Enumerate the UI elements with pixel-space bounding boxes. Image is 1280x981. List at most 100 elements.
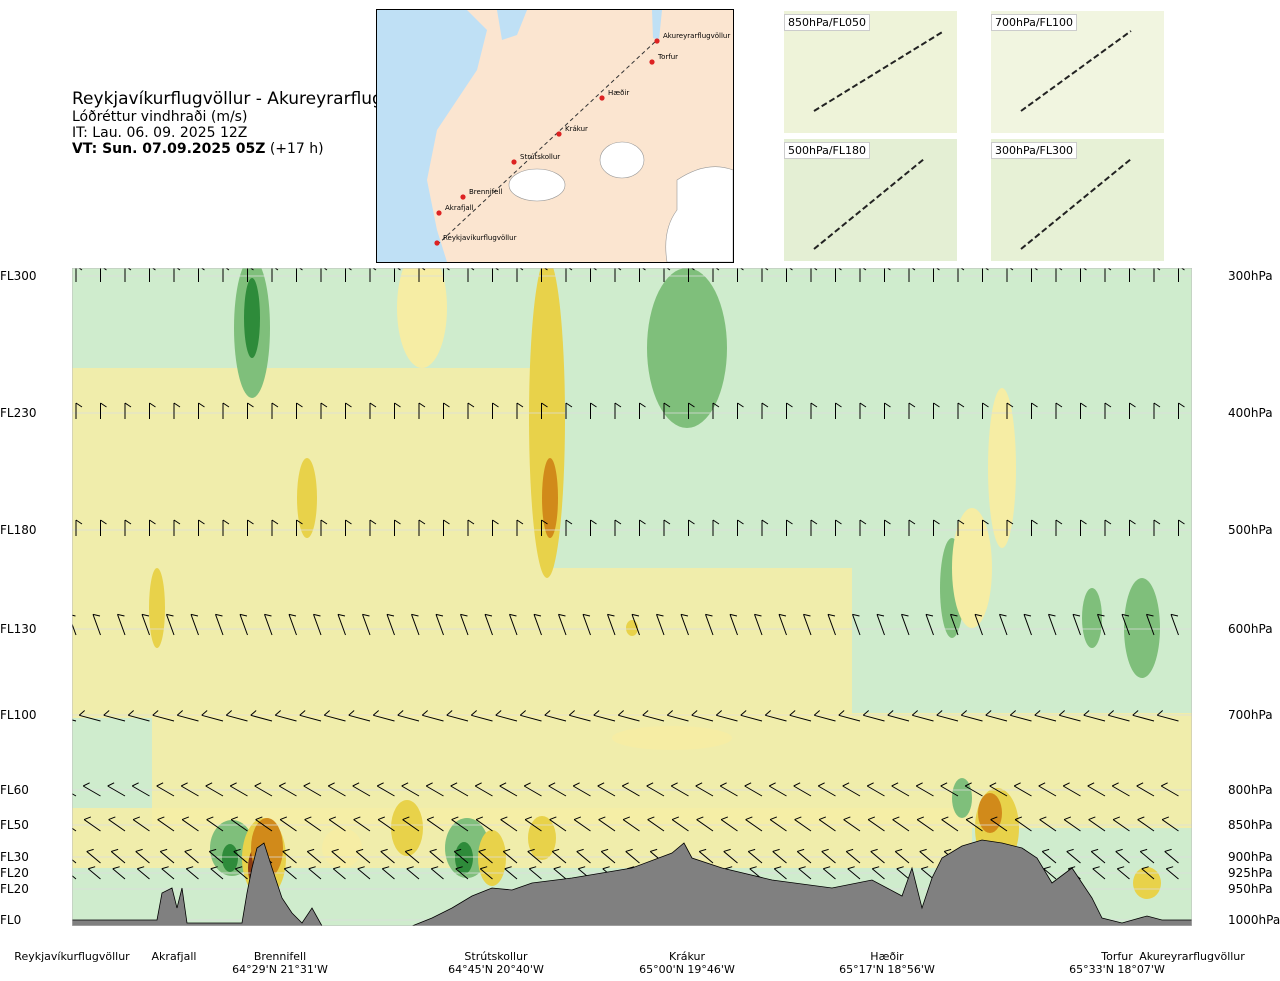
wind-barb — [761, 402, 769, 419]
wind-barb — [201, 710, 224, 722]
wind-barb — [394, 519, 401, 536]
wind-barb — [345, 402, 352, 419]
wind-barb — [271, 402, 279, 419]
wind-barb — [541, 402, 548, 419]
wind-barb — [590, 268, 597, 282]
wind-barb — [369, 268, 377, 282]
wind-barb — [504, 866, 518, 880]
wind-barb — [798, 866, 812, 880]
wind-barb — [247, 402, 254, 419]
wind-barb — [495, 710, 518, 722]
wind-barb — [712, 402, 720, 419]
wind-barb — [523, 782, 542, 797]
valid-time-line: VT: Sun. 07.09.2025 05Z (+17 h) — [72, 141, 431, 157]
waypoint-label: Akrafjall — [445, 204, 474, 212]
mini-map-850: 850hPa/FL050 — [784, 11, 957, 133]
wind-barb — [590, 519, 597, 536]
wind-barb — [215, 613, 224, 636]
hpa-tick-label: 950hPa — [1228, 882, 1273, 896]
wind-cell — [1124, 578, 1160, 678]
wind-barb — [957, 268, 965, 282]
wind-barb — [622, 816, 640, 832]
wind-barb — [1165, 866, 1179, 880]
place-label: Brennifell 64°29'N 21°31'W — [232, 950, 328, 976]
wind-cell — [222, 844, 238, 872]
wind-barb — [982, 519, 989, 536]
wind-cell — [952, 778, 972, 818]
place-name: Krákur — [668, 950, 706, 963]
wind-barb — [754, 613, 763, 636]
wind-barb — [176, 710, 199, 722]
wind-barb — [803, 613, 812, 636]
place-label: Strútskollur 64°45'N 20°40'W — [448, 950, 544, 976]
wind-barb — [516, 268, 524, 282]
wind-barb — [478, 848, 493, 864]
wind-barb — [1132, 710, 1155, 722]
wind-barb — [786, 402, 793, 419]
wind-barb — [124, 268, 132, 282]
wind-cell — [244, 278, 260, 358]
wind-barb — [411, 613, 420, 636]
wind-barb — [957, 402, 965, 419]
wind-barb — [397, 710, 420, 722]
wind-barb — [87, 866, 101, 880]
wind-barb — [394, 268, 401, 282]
wind-barb — [1031, 519, 1038, 536]
place-label: Reykjavíkurflugvöllur — [14, 950, 129, 963]
wind-barb — [843, 816, 861, 832]
place-label: Hæðir 65°17'N 18°56'W — [839, 950, 935, 976]
wind-barb — [656, 613, 665, 636]
fl-tick-label: FL230 — [0, 406, 37, 420]
wind-barb — [982, 268, 989, 282]
wind-barb — [264, 613, 273, 636]
wind-barb — [1146, 613, 1155, 636]
place-name: Torfur — [1101, 950, 1133, 963]
wind-barb — [418, 268, 426, 282]
wind-barb — [173, 519, 181, 536]
wind-barb — [206, 816, 224, 832]
wind-barb — [572, 782, 591, 797]
waypoint-dot — [434, 240, 440, 246]
wind-barb — [278, 782, 297, 797]
wind-barb — [1156, 710, 1179, 722]
wind-barb — [502, 848, 518, 864]
wind-barb — [75, 402, 83, 419]
wind-barb — [100, 402, 107, 419]
wind-barb — [631, 613, 640, 636]
wind-barb — [884, 402, 891, 419]
wind-barb — [982, 402, 989, 419]
wind-barb — [1013, 782, 1032, 797]
wind-barb — [103, 710, 126, 722]
wind-barb — [369, 519, 377, 536]
wind-barb — [208, 848, 224, 864]
wind-barb — [891, 782, 910, 797]
wind-barb — [247, 268, 254, 282]
wind-barb — [1080, 402, 1087, 419]
wind-barb — [479, 866, 493, 880]
wind-barb — [541, 268, 548, 282]
wind-barb — [985, 710, 1008, 722]
valid-time: VT: Sun. 07.09.2025 05Z — [72, 141, 266, 157]
wind-barb — [124, 519, 132, 536]
wind-barb — [296, 402, 303, 419]
wind-barb — [425, 782, 444, 797]
waypoint-label: Torfur — [657, 53, 678, 61]
fl-tick-label: FL100 — [0, 708, 37, 722]
place-label: Krákur 65°00'N 19°46'W — [639, 950, 735, 976]
wind-barb — [328, 816, 346, 832]
wind-barb — [617, 710, 640, 722]
wind-barb — [1129, 519, 1136, 536]
mini-map-700: 700hPa/FL100 — [991, 11, 1164, 133]
wind-barb — [1153, 519, 1161, 536]
wind-barb — [663, 402, 671, 419]
wind-barb — [255, 816, 273, 832]
wind-barb — [308, 866, 322, 880]
wind-barb — [100, 268, 107, 282]
wind-cell — [542, 458, 558, 538]
wind-barb — [1058, 710, 1081, 722]
place-coord: 64°45'N 20°40'W — [448, 963, 544, 976]
wind-barb — [698, 848, 714, 864]
wind-barb — [925, 613, 934, 636]
wind-barb — [250, 710, 273, 722]
wind-barb — [999, 613, 1008, 636]
